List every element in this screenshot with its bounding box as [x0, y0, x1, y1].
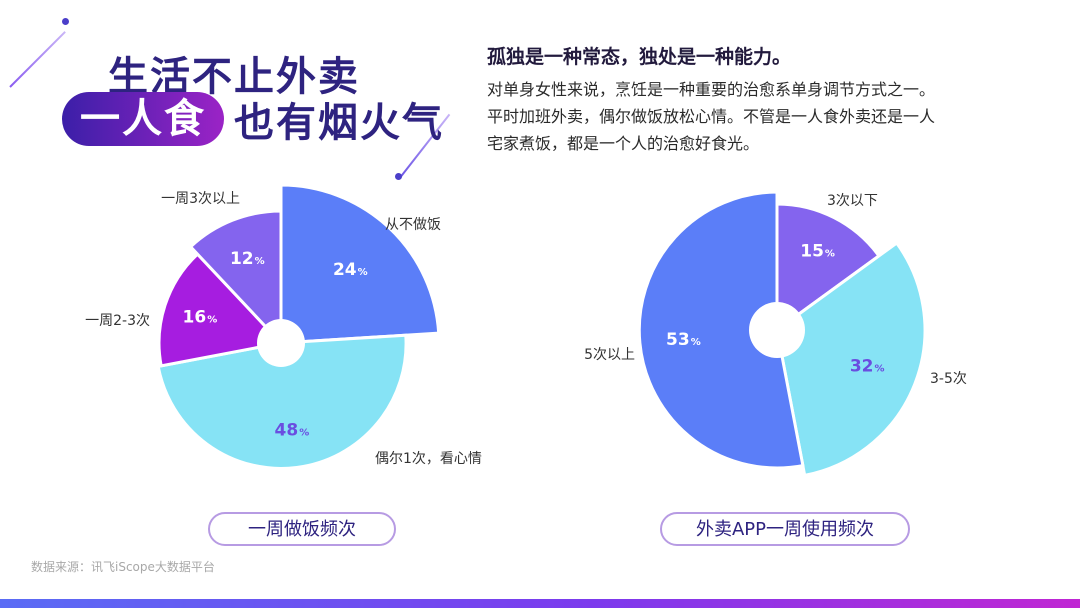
paragraph-line: 平时加班外卖，偶尔做饭放松心情。不管是一人食外卖还是一人 — [487, 107, 936, 126]
slice-category-label: 一周3次以上 — [161, 191, 240, 207]
pie-slice — [188, 209, 283, 347]
description-paragraph: 对单身女性来说，烹饪是一种重要的治愈系单身调节方式之一。 平时加班外卖，偶尔做饭… — [487, 76, 1032, 157]
pie-slice — [279, 183, 441, 345]
slice-category-label: 5次以上 — [584, 347, 635, 363]
pie-slice — [637, 190, 805, 470]
page-subtitle: 一人食 也有烟火气 — [62, 92, 444, 146]
decorative-dot — [62, 18, 69, 25]
slice-category-label: 从不做饭 — [385, 217, 441, 233]
data-source-note: 数据来源：讯飞iScope大数据平台 — [31, 560, 215, 574]
pie-slice — [157, 251, 284, 368]
title-highlight-pill: 一人食 — [62, 92, 224, 146]
decorative-dot — [395, 173, 402, 180]
slice-category-label: 偶尔1次，看心情 — [375, 451, 482, 467]
pie-slice — [775, 240, 927, 478]
title-rest: 也有烟火气 — [234, 100, 444, 146]
chart-caption-cooking: 一周做饭频次 — [208, 512, 396, 546]
slice-category-label: 3次以下 — [827, 193, 878, 209]
bottom-gradient-bar — [0, 599, 1080, 608]
pie-slice — [156, 333, 408, 470]
paragraph-line: 宅家煮饭，都是一个人的治愈好食光。 — [487, 134, 760, 153]
slice-category-label: 3-5次 — [930, 371, 967, 387]
donut-hole — [749, 302, 805, 358]
donut-hole — [257, 319, 305, 367]
slice-category-label: 一周2-3次 — [85, 313, 150, 329]
headline: 孤独是一种常态，独处是一种能力。 — [487, 46, 792, 68]
chart-caption-takeout: 外卖APP一周使用频次 — [660, 512, 910, 546]
pie-slice — [775, 202, 881, 333]
paragraph-line: 对单身女性来说，烹饪是一种重要的治愈系单身调节方式之一。 — [487, 80, 936, 99]
